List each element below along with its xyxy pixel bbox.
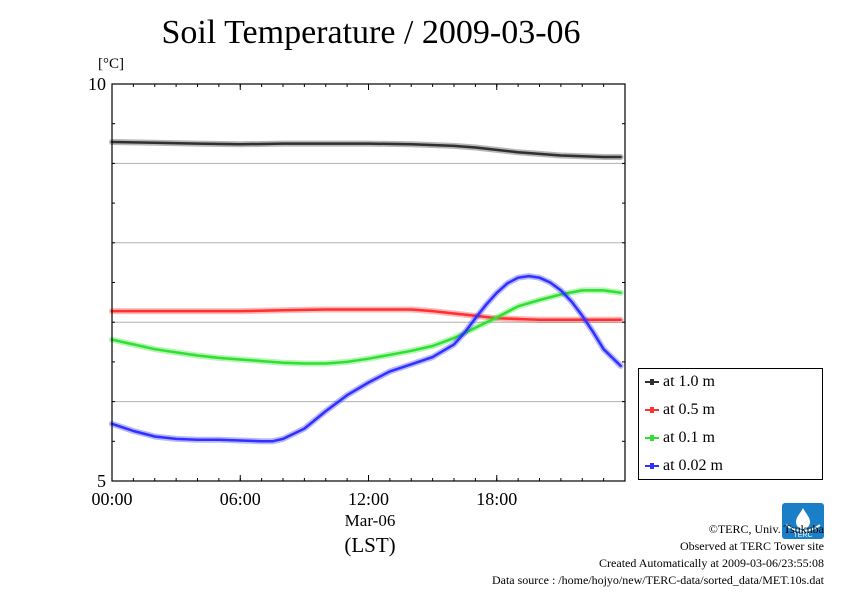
legend-item-1m: at 1.0 m (645, 372, 715, 392)
legend-swatch (645, 407, 659, 413)
logo-text: TERC (793, 532, 812, 539)
footer-site: Observed at TERC Tower site (679, 539, 824, 553)
terc-logo-icon: TERC (782, 503, 824, 539)
y-axis-unit-label: [°C] (98, 56, 124, 72)
series-line-at-0-02-m (110, 274, 622, 443)
footer-copyright: ©TERC, Univ. Tsukuba (708, 522, 824, 536)
axis-ticks: 5 10 00:00 06:00 12:00 18:00 (88, 74, 626, 509)
footer-source: Data source : /home/hojyo/new/TERC-data/… (491, 573, 824, 587)
y-tick-label: 10 (88, 74, 106, 94)
x-tick-label: 00:00 (91, 489, 132, 509)
series-line-at-0-1-m (110, 289, 622, 365)
series-line-at-0-5-m (110, 308, 622, 322)
legend-label: at 0.1 m (663, 429, 715, 446)
x-axis-timezone-label: (LST) (344, 533, 396, 557)
series-halo-at-0-1-m (109, 287, 624, 367)
x-axis-date-label: Mar-06 (344, 511, 396, 530)
legend-label: at 1.0 m (663, 373, 715, 390)
y-tick-label: 5 (97, 471, 106, 491)
footer-created: Created Automatically at 2009-03-06/23:5… (599, 556, 824, 570)
legend-swatch (645, 435, 659, 441)
gridlines (112, 162, 625, 403)
x-tick-label: 12:00 (348, 489, 389, 509)
legend-swatch (645, 463, 659, 469)
legend-item-0-02m: at 0.02 m (645, 456, 723, 476)
series-lines (109, 139, 624, 445)
legend-item-0-1m: at 0.1 m (645, 428, 715, 448)
legend-label: at 0.5 m (663, 401, 715, 418)
chart-title: Soil Temperature / 2009-03-06 (161, 14, 581, 51)
series-line-at-1-0-m (110, 140, 622, 159)
legend-swatch (645, 379, 659, 385)
legend-item-0-5m: at 0.5 m (645, 400, 715, 420)
chart-legend: at 1.0 m at 0.5 m at 0.1 m at 0.02 m (638, 368, 823, 480)
x-tick-label: 18:00 (476, 489, 517, 509)
x-tick-label: 06:00 (220, 489, 261, 509)
legend-label: at 0.02 m (663, 457, 723, 474)
